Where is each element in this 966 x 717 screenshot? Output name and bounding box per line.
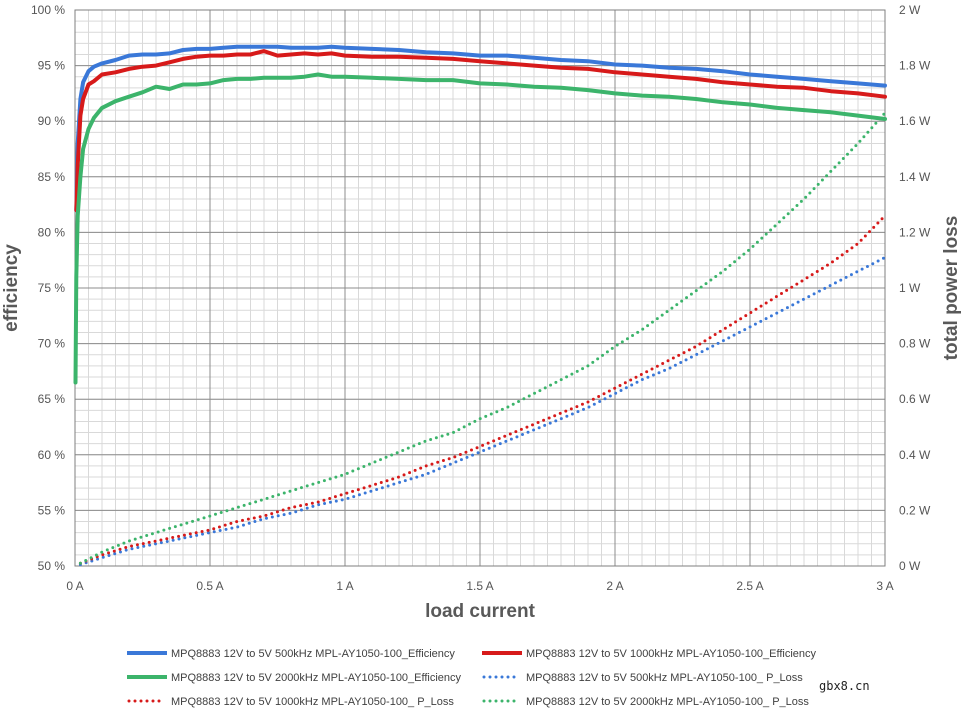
y-right-tick-label: 1.4 W: [899, 170, 931, 184]
legend-label: MPQ8883 12V to 5V 2000kHz MPL-AY1050-100…: [526, 696, 809, 708]
watermark: gbx8.cn: [819, 679, 870, 693]
tick-labels: 0 A 0.5 A 1 A 1.5 A 2 A 2.5 A 3 A 50 % 55 % 60 % 6…: [31, 3, 931, 593]
y-right-tick-label: 0.2 W: [899, 503, 931, 517]
series-layer: [73, 44, 887, 567]
y-right-tick-label: 0 W: [899, 559, 921, 573]
legend-label: MPQ8883 12V to 5V 500kHz MPL-AY1050-100_…: [171, 648, 455, 660]
y-left-tick-label: 100 %: [31, 3, 65, 17]
x-tick-label: 2.5 A: [736, 579, 763, 593]
y-right-tick-label: 1.8 W: [899, 59, 931, 73]
y-right-tick-label: 1.2 W: [899, 225, 931, 239]
y-axis-left-title: efficiency: [1, 244, 22, 332]
y-right-tick-label: 2 W: [899, 3, 921, 17]
y-left-tick-label: 90 %: [38, 114, 66, 128]
x-axis-title: load current: [425, 601, 535, 622]
y-left-tick-label: 95 %: [38, 59, 66, 73]
legend-label: MPQ8883 12V to 5V 1000kHz MPL-AY1050-100…: [171, 696, 454, 708]
legend-label: MPQ8883 12V to 5V 500kHz MPL-AY1050-100_…: [526, 672, 803, 684]
x-tick-label: 1.5 A: [466, 579, 493, 593]
x-tick-label: 0 A: [66, 579, 83, 593]
y-right-tick-label: 1 W: [899, 281, 921, 295]
series-line-mpq8883-12v-to-5v-2000khz-mpl-ay1050-100-efficiency: [73, 72, 887, 385]
series-line-mpq8883-12v-to-5v-500khz-mpl-ay1050-100-p-loss: [78, 255, 887, 567]
series-line-mpq8883-12v-to-5v-500khz-mpl-ay1050-100-efficiency: [74, 44, 887, 213]
y-axis-right-title: total power loss: [941, 216, 962, 361]
legend: MPQ8883 12V to 5V 500kHz MPL-AY1050-100_…: [127, 648, 817, 708]
y-left-tick-label: 55 %: [38, 503, 66, 517]
series-line-mpq8883-12v-to-5v-1000khz-mpl-ay1050-100-efficiency: [74, 49, 887, 213]
y-right-tick-label: 1.6 W: [899, 114, 931, 128]
y-left-tick-label: 65 %: [38, 392, 66, 406]
legend-label: MPQ8883 12V to 5V 2000kHz MPL-AY1050-100…: [171, 672, 462, 684]
y-left-tick-label: 85 %: [38, 170, 66, 184]
series-line-mpq8883-12v-to-5v-2000khz-mpl-ay1050-100-p-loss: [78, 111, 887, 565]
y-left-tick-label: 70 %: [38, 337, 66, 351]
y-right-tick-label: 0.6 W: [899, 392, 931, 406]
x-tick-label: 1 A: [336, 579, 353, 593]
x-tick-label: 0.5 A: [196, 579, 223, 593]
y-left-tick-label: 50 %: [38, 559, 66, 573]
x-tick-label: 3 A: [876, 579, 893, 593]
y-right-tick-label: 0.8 W: [899, 337, 931, 351]
y-left-tick-label: 60 %: [38, 448, 66, 462]
y-right-tick-label: 0.4 W: [899, 448, 931, 462]
legend-label: MPQ8883 12V to 5V 1000kHz MPL-AY1050-100…: [526, 648, 817, 660]
series-line-mpq8883-12v-to-5v-1000khz-mpl-ay1050-100-p-loss: [78, 214, 887, 565]
x-tick-label: 2 A: [606, 579, 623, 593]
y-left-tick-label: 75 %: [38, 281, 66, 295]
y-left-tick-label: 80 %: [38, 225, 66, 239]
